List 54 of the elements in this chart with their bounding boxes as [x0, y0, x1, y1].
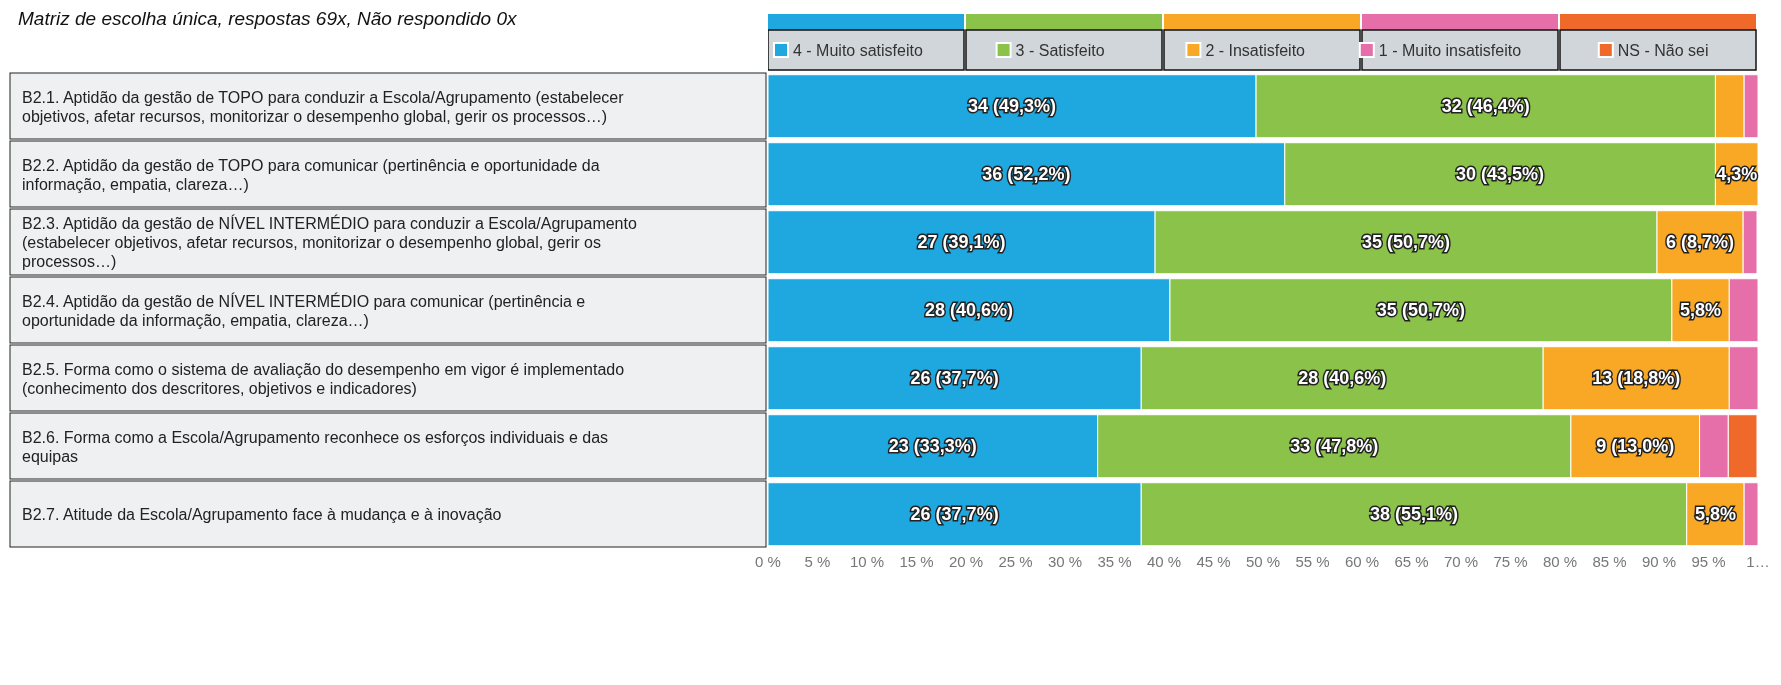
y-tick-label: B2.3. Aptidão da gestão de NÍVEL INTERMÉDIO para conduzir a Escola/Agrupamento (estabelecer objetivos, afetar recursos, monitorizar o desempenho global, gerir os processos…) [22, 213, 637, 270]
data-label: 36 (52,2%) [982, 164, 1071, 185]
x-tick-label: 30 % [1047, 552, 1083, 570]
data-label: 28 (40,6%) [924, 300, 1013, 321]
legend-label: NS - Não sei [1617, 41, 1709, 59]
x-tick-label: 45 % [1196, 552, 1231, 570]
x-tick-label: 65 % [1394, 552, 1429, 570]
legend-label: 3 - Satisfeito [1015, 41, 1105, 59]
x-tick-label: 70 % [1443, 552, 1479, 570]
x-tick-label: 10 % [849, 552, 885, 570]
y-tick-label: B2.5. Forma como o sistema de avaliação do desempenho em vigor é implementado (conhecimento dos descritores, objetivos e indicadores) [22, 360, 625, 396]
data-label: 38 (55,1%) [1369, 504, 1459, 525]
text: Matriz de escolha única, respostas 69x, Não respondido 0x [18, 8, 517, 30]
x-tick-label: 20 % [948, 552, 984, 570]
data-label: 27 (39,1%) [917, 232, 1006, 253]
data-label: 9 (13,0%) [1596, 436, 1675, 457]
data-label: 4,3% [1716, 164, 1758, 185]
y-tick-label: B2.2. Aptidão da gestão de TOPO para comunicar (pertinência e oportunidade da informação, empatia, clareza…) [22, 156, 600, 192]
data-label: 30 (43,5%) [1456, 164, 1545, 185]
data-label: 33 (47,8%) [1290, 436, 1379, 457]
data-label: 13 (18,8%) [1592, 368, 1681, 389]
data-label: 26 (37,7%) [910, 368, 999, 389]
x-tick-label: 35 % [1097, 552, 1132, 570]
legend-label: 4 - Muito satisfeito [793, 41, 923, 59]
data-label: 23 (33,3%) [888, 436, 977, 457]
y-tick-label: B2.1. Aptidão da gestão de TOPO para conduzir a Escola/Agrupamento (estabelecer objetivos, afetar recursos, monitorizar o desempenho global, gerir os processos…) [22, 88, 625, 124]
x-tick-label: 25 % [998, 552, 1033, 570]
data-label: 6 (8,7%) [1666, 232, 1735, 253]
legend-label: 2 - Insatisfeito [1205, 41, 1306, 59]
data-label: 26 (37,7%) [910, 504, 999, 525]
data-label: 5,8% [1694, 504, 1736, 525]
data-label: 32 (46,4%) [1441, 96, 1530, 117]
data-label: 35 (50,7%) [1362, 232, 1451, 253]
x-tick-label: 15 % [899, 552, 934, 570]
x-tick-label: 90 % [1641, 552, 1677, 570]
data-label: 34 (49,3%) [968, 96, 1057, 117]
data-label: 35 (50,7%) [1376, 300, 1465, 321]
x-tick-label: 60 % [1344, 552, 1380, 570]
x-tick-label: 5 % [804, 552, 831, 570]
x-tick-label: 0 % [755, 552, 781, 570]
x-tick-label: 80 % [1542, 552, 1578, 570]
y-tick-label: B2.6. Forma como a Escola/Agrupamento reconhece os esforços individuais e das equipas [22, 428, 609, 464]
x-tick-label: 40 % [1146, 552, 1182, 570]
x-tick-label: 50 % [1245, 552, 1281, 570]
x-tick-label: 85 % [1592, 552, 1627, 570]
data-label: 28 (40,6%) [1298, 368, 1387, 389]
x-tick-label: 75 % [1493, 552, 1528, 570]
x-tick-label: 55 % [1295, 552, 1330, 570]
x-tick-label: 1… [1746, 552, 1770, 570]
data-label: 5,8% [1680, 300, 1722, 321]
legend-label: 1 - Muito insatisfeito [1378, 41, 1522, 59]
x-tick-label: 95 % [1691, 552, 1726, 570]
y-tick-label: B2.7. Atitude da Escola/Agrupamento face à mudança e à inovação [22, 505, 502, 523]
y-tick-label: B2.4. Aptidão da gestão de NÍVEL INTERMÉDIO para comunicar (pertinência e oportunidade da informação, empatia, clareza…) [22, 291, 586, 328]
